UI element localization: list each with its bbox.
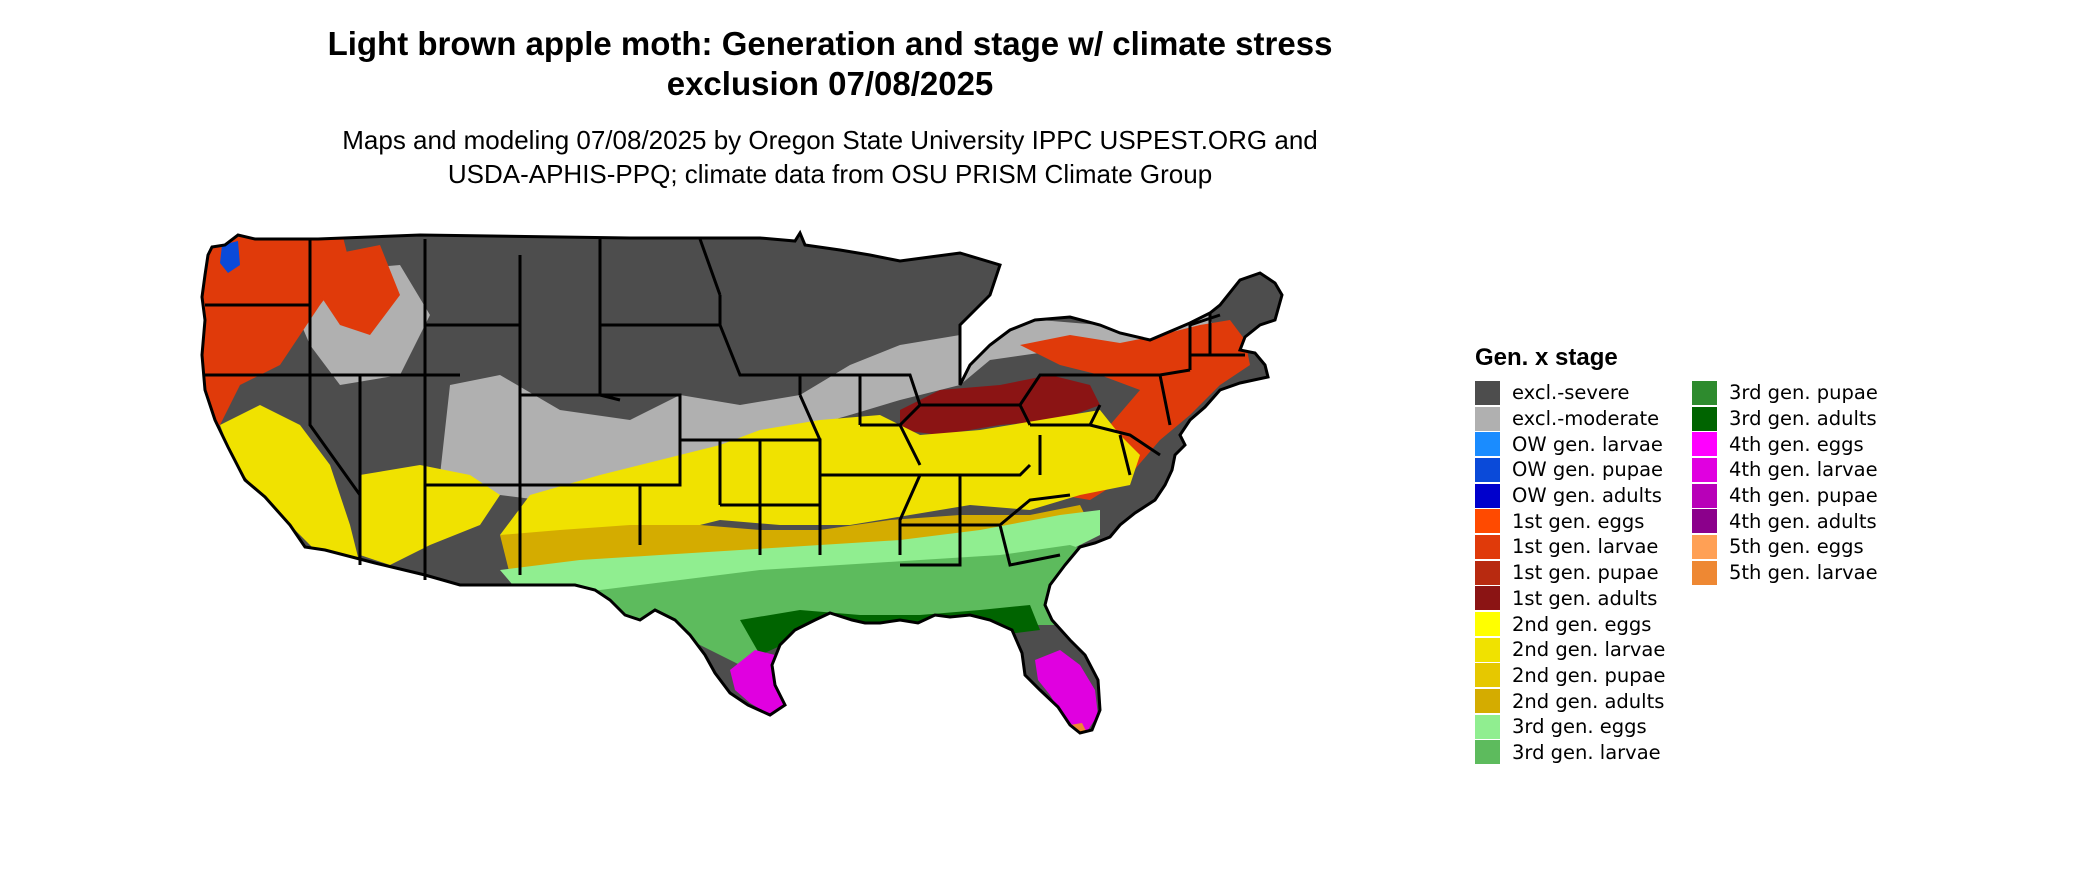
- legend-label: 1st gen. larvae: [1512, 535, 1659, 559]
- legend-column-2: 3rd gen. pupae 3rd gen. adults 4th gen. eg…: [1692, 380, 1878, 586]
- legend-item: 3rd gen. pupae: [1692, 380, 1878, 406]
- third-gen-larvae-gulf-region: [520, 545, 1100, 665]
- legend-label: 3rd gen. eggs: [1512, 715, 1647, 739]
- map-title: Light brown apple moth: Generation and s…: [280, 24, 1380, 104]
- legend-item: OW gen. adults: [1475, 483, 1666, 509]
- legend-label: 3rd gen. larvae: [1512, 740, 1661, 764]
- subtitle-line-1: Maps and modeling 07/08/2025 by Oregon S…: [342, 125, 1318, 155]
- legend-item: 3rd gen. eggs: [1475, 714, 1666, 740]
- legend-swatch: [1475, 637, 1500, 662]
- legend-item: 4th gen. eggs: [1692, 431, 1878, 457]
- legend-swatch: [1692, 560, 1717, 585]
- legend-label: 5th gen. larvae: [1729, 561, 1878, 585]
- second-gen-southwest-region: [360, 465, 500, 565]
- legend-label: 1st gen. adults: [1512, 586, 1658, 610]
- title-line-1: Light brown apple moth: Generation and s…: [327, 25, 1333, 62]
- legend-item: OW gen. larvae: [1475, 431, 1666, 457]
- legend-swatch: [1475, 457, 1500, 482]
- legend-item: 3rd gen. adults: [1692, 406, 1878, 432]
- ow-gen-puget-region: [220, 241, 240, 273]
- legend-swatch: [1475, 483, 1500, 508]
- legend-swatch: [1475, 689, 1500, 714]
- subtitle-line-2: USDA-APHIS-PPQ; climate data from OSU PR…: [447, 159, 1213, 189]
- legend-swatch: [1692, 380, 1717, 405]
- excl-moderate-central-region: [440, 300, 1220, 505]
- legend-swatch: [1475, 663, 1500, 688]
- fourth-gen-florida-region: [1035, 650, 1098, 730]
- us-map: [200, 225, 1455, 885]
- legend-swatch: [1692, 432, 1717, 457]
- legend-label: OW gen. pupae: [1512, 458, 1664, 482]
- legend-item: 5th gen. larvae: [1692, 560, 1878, 586]
- legend-swatch: [1475, 612, 1500, 637]
- first-gen-northeast-region: [1020, 320, 1250, 500]
- legend-label: 4th gen. pupae: [1729, 484, 1878, 508]
- legend-item: 2nd gen. larvae: [1475, 637, 1666, 663]
- third-gen-eggs-south-band: [500, 510, 1100, 605]
- first-gen-idaho-region: [320, 245, 400, 335]
- second-gen-california-region: [220, 405, 360, 565]
- legend-item: excl.-moderate: [1475, 406, 1666, 432]
- legend-item: OW gen. pupae: [1475, 457, 1666, 483]
- legend-item: 1st gen. eggs: [1475, 508, 1666, 534]
- state-borders: [200, 231, 1284, 735]
- legend-label: 4th gen. eggs: [1729, 432, 1864, 456]
- legend-item: 1st gen. adults: [1475, 586, 1666, 612]
- legend-label: 3rd gen. pupae: [1729, 381, 1878, 405]
- legend-label: 2nd gen. larvae: [1512, 638, 1666, 662]
- legend-item: 4th gen. adults: [1692, 508, 1878, 534]
- legend-label: excl.-severe: [1512, 381, 1630, 405]
- legend-title: Gen. x stage: [1475, 344, 1618, 371]
- legend-swatch: [1475, 432, 1500, 457]
- legend-label: 2nd gen. adults: [1512, 689, 1665, 713]
- legend-swatch: [1692, 483, 1717, 508]
- title-line-2: exclusion 07/08/2025: [666, 65, 994, 102]
- legend-swatch: [1475, 586, 1500, 611]
- legend-swatch: [1475, 714, 1500, 739]
- legend-swatch: [1475, 560, 1500, 585]
- legend-swatch: [1692, 406, 1717, 431]
- legend-label: excl.-moderate: [1512, 407, 1660, 431]
- legend-swatch: [1475, 509, 1500, 534]
- state-border-lines: [205, 238, 1245, 580]
- legend-item: 1st gen. pupae: [1475, 560, 1666, 586]
- legend-item: 3rd gen. larvae: [1475, 740, 1666, 766]
- legend-label: 3rd gen. adults: [1729, 407, 1877, 431]
- legend-swatch: [1692, 534, 1717, 559]
- legend-item: 5th gen. eggs: [1692, 534, 1878, 560]
- legend-label: 1st gen. eggs: [1512, 509, 1645, 533]
- legend-label: 5th gen. eggs: [1729, 535, 1864, 559]
- us-map-svg: [200, 231, 1284, 735]
- legend-swatch: [1475, 740, 1500, 765]
- legend-label: OW gen. adults: [1512, 484, 1662, 508]
- legend-item: 2nd gen. pupae: [1475, 663, 1666, 689]
- legend-item: 2nd gen. eggs: [1475, 611, 1666, 637]
- legend-swatch: [1692, 509, 1717, 534]
- legend-item: 4th gen. pupae: [1692, 483, 1878, 509]
- legend-swatch: [1475, 534, 1500, 559]
- legend-label: 2nd gen. eggs: [1512, 612, 1652, 636]
- legend-label: 4th gen. adults: [1729, 509, 1877, 533]
- legend-item: 2nd gen. adults: [1475, 688, 1666, 714]
- legend-label: 2nd gen. pupae: [1512, 663, 1666, 687]
- legend-item: excl.-severe: [1475, 380, 1666, 406]
- legend-item: 1st gen. larvae: [1475, 534, 1666, 560]
- legend-item: 4th gen. larvae: [1692, 457, 1878, 483]
- legend-label: 4th gen. larvae: [1729, 458, 1878, 482]
- legend-swatch: [1692, 457, 1717, 482]
- legend-label: 1st gen. pupae: [1512, 561, 1659, 585]
- map-subtitle: Maps and modeling 07/08/2025 by Oregon S…: [280, 123, 1380, 191]
- legend-swatch: [1475, 406, 1500, 431]
- legend-label: OW gen. larvae: [1512, 432, 1663, 456]
- legend-column-1: excl.-severe excl.-moderate OW gen. larvae…: [1475, 380, 1666, 765]
- legend-swatch: [1475, 380, 1500, 405]
